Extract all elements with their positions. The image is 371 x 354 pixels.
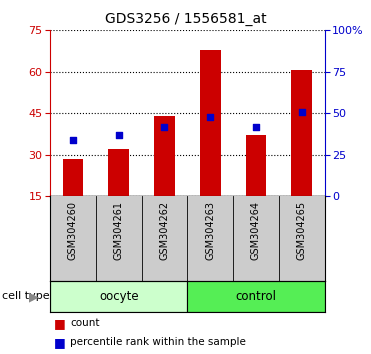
- Text: GSM304263: GSM304263: [205, 201, 215, 260]
- Text: count: count: [70, 318, 100, 329]
- Bar: [292, 70, 312, 196]
- Text: cell type: cell type: [2, 291, 49, 302]
- Bar: [200, 50, 220, 196]
- Bar: [187, 281, 325, 312]
- Point: [116, 132, 122, 138]
- Text: ■: ■: [54, 317, 66, 330]
- Bar: [50, 281, 187, 312]
- Bar: [246, 136, 266, 196]
- Text: control: control: [236, 290, 276, 303]
- Point: [70, 137, 76, 143]
- Point: [207, 114, 213, 119]
- Text: percentile rank within the sample: percentile rank within the sample: [70, 337, 246, 347]
- Point: [253, 124, 259, 130]
- Text: GSM304265: GSM304265: [297, 201, 307, 260]
- Text: GDS3256 / 1556581_at: GDS3256 / 1556581_at: [105, 12, 266, 27]
- Text: oocyte: oocyte: [99, 290, 138, 303]
- Text: ▶: ▶: [29, 290, 39, 303]
- Text: GSM304261: GSM304261: [114, 201, 124, 260]
- Bar: [154, 116, 175, 196]
- Text: GSM304264: GSM304264: [251, 201, 261, 260]
- Point: [161, 125, 167, 130]
- Text: GSM304260: GSM304260: [68, 201, 78, 260]
- Text: GSM304262: GSM304262: [160, 201, 170, 260]
- Bar: [108, 149, 129, 196]
- Bar: [63, 159, 83, 196]
- Text: ■: ■: [54, 336, 66, 349]
- Point: [299, 109, 305, 114]
